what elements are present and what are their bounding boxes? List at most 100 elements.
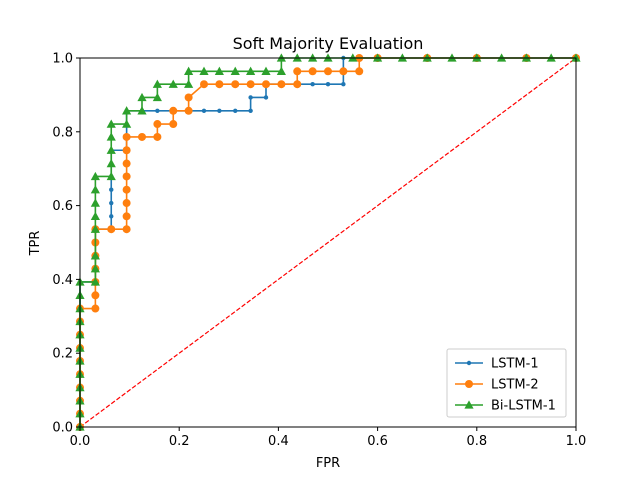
data-point-lstm-2 (184, 106, 193, 115)
data-point-lstm-2 (122, 159, 131, 168)
data-point-bi-lstm-1 (122, 106, 132, 115)
x-tick-label: 0.2 (169, 434, 190, 449)
data-point-lstm-2 (355, 67, 364, 76)
data-point-lstm-2 (184, 93, 193, 102)
data-point-lstm-2 (169, 120, 178, 129)
data-point-lstm-2 (324, 67, 332, 76)
data-point-lstm-1 (325, 81, 331, 87)
data-point-bi-lstm-1 (90, 224, 100, 233)
data-point-lstm-2 (122, 172, 131, 181)
data-point-bi-lstm-1 (276, 66, 286, 75)
data-point-lstm-1 (109, 214, 114, 219)
data-point-bi-lstm-1 (90, 185, 100, 194)
y-tick-label: 1.0 (52, 52, 73, 67)
legend-item-lstm-2: LSTM-2 (455, 378, 539, 393)
axes: 0.0 0.2 0.4 0.6 0.8 1.0 0.0 0.2 0.4 0.6 0.8 1.0 (52, 52, 586, 450)
data-point-lstm-2 (293, 67, 302, 76)
data-point-bi-lstm-1 (184, 66, 194, 75)
data-point-bi-lstm-1 (90, 251, 100, 260)
data-point-lstm-2 (231, 80, 240, 89)
data-point-lstm-2 (91, 304, 100, 313)
data-point-lstm-2 (91, 291, 100, 300)
data-point-lstm-1 (109, 200, 114, 206)
data-point-lstm-2 (153, 132, 162, 141)
legend-label-bi-lstm-1: Bi-LSTM-1 (491, 399, 556, 414)
data-point-lstm-2 (339, 67, 348, 76)
x-tick-label: 0.4 (268, 434, 289, 449)
data-point-bi-lstm-1 (90, 211, 100, 220)
x-tick-label: 0.8 (466, 434, 487, 449)
data-point-lstm-1 (341, 81, 346, 87)
data-point-bi-lstm-1 (122, 119, 132, 128)
data-point-bi-lstm-1 (106, 171, 116, 181)
legend-item-bi-lstm-1: Bi-LSTM-1 (455, 399, 556, 414)
x-axis-label: FPR (316, 456, 340, 471)
data-point-lstm-2 (153, 120, 162, 129)
data-point-bi-lstm-1 (90, 277, 100, 286)
data-point-lstm-2 (308, 67, 317, 76)
y-tick-label: 0.8 (52, 125, 73, 140)
data-point-bi-lstm-1 (90, 198, 100, 207)
data-point-bi-lstm-1 (246, 66, 256, 75)
y-tick-label: 0.2 (52, 347, 73, 362)
data-point-lstm-1 (233, 108, 238, 113)
data-point-lstm-2 (138, 132, 146, 141)
legend-marker-lstm-1 (466, 360, 472, 366)
data-point-bi-lstm-1 (90, 171, 100, 181)
legend-box (446, 348, 567, 418)
data-point-bi-lstm-1 (168, 79, 178, 88)
data-point-lstm-2 (262, 80, 270, 89)
data-point-lstm-1 (263, 95, 269, 100)
data-point-lstm-2 (246, 80, 255, 89)
data-point-lstm-2 (200, 80, 208, 89)
data-point-lstm-2 (215, 80, 224, 89)
x-tick-label: 0.0 (70, 434, 91, 449)
data-point-bi-lstm-1 (184, 79, 194, 88)
data-point-bi-lstm-1 (106, 132, 116, 141)
data-point-bi-lstm-1 (137, 92, 147, 102)
data-point-bi-lstm-1 (106, 119, 116, 128)
data-point-lstm-1 (155, 108, 160, 113)
data-point-lstm-2 (293, 80, 302, 89)
data-point-lstm-1 (217, 108, 222, 113)
data-point-lstm-2 (277, 80, 286, 89)
legend-label-lstm-1: LSTM-1 (491, 357, 539, 372)
data-point-lstm-1 (248, 95, 253, 100)
data-point-bi-lstm-1 (230, 66, 240, 75)
y-tick-label: 0.4 (52, 273, 73, 288)
data-point-lstm-2 (122, 212, 131, 221)
reference-diagonal-line (79, 57, 577, 428)
y-tick-label: 0.0 (52, 421, 73, 436)
data-point-bi-lstm-1 (214, 66, 224, 75)
data-point-lstm-2 (169, 106, 178, 115)
data-point-lstm-2 (122, 225, 131, 234)
data-point-lstm-2 (122, 132, 131, 141)
data-point-bi-lstm-1 (106, 158, 116, 168)
legend-marker-lstm-2 (465, 380, 473, 388)
data-point-lstm-1 (201, 108, 207, 113)
x-tick-label: 0.6 (367, 434, 388, 449)
data-point-bi-lstm-1 (137, 106, 147, 115)
legend-item-lstm-1: LSTM-1 (455, 357, 539, 372)
data-point-lstm-2 (122, 199, 131, 208)
data-point-bi-lstm-1 (106, 145, 116, 154)
data-point-bi-lstm-1 (152, 79, 162, 88)
data-point-bi-lstm-1 (90, 264, 100, 273)
y-tick-label: 0.6 (52, 199, 73, 214)
legend: LSTM-1 LSTM-2 Bi-LSTM-1 (446, 348, 567, 418)
legend-marker-bi-lstm-1 (464, 400, 474, 409)
data-point-lstm-2 (107, 225, 116, 234)
data-point-lstm-1 (248, 108, 253, 113)
chart-title: Soft Majority Evaluation (233, 34, 424, 53)
data-point-bi-lstm-1 (199, 66, 209, 75)
x-tick-label: 1.0 (566, 434, 587, 449)
data-point-bi-lstm-1 (152, 92, 162, 102)
data-point-lstm-2 (122, 146, 131, 155)
data-point-lstm-1 (109, 187, 114, 192)
y-axis-label: TPR (28, 231, 43, 257)
plot-frame (79, 57, 577, 428)
data-point-bi-lstm-1 (261, 66, 271, 75)
data-point-lstm-2 (122, 185, 131, 194)
legend-label-lstm-2: LSTM-2 (491, 378, 539, 393)
